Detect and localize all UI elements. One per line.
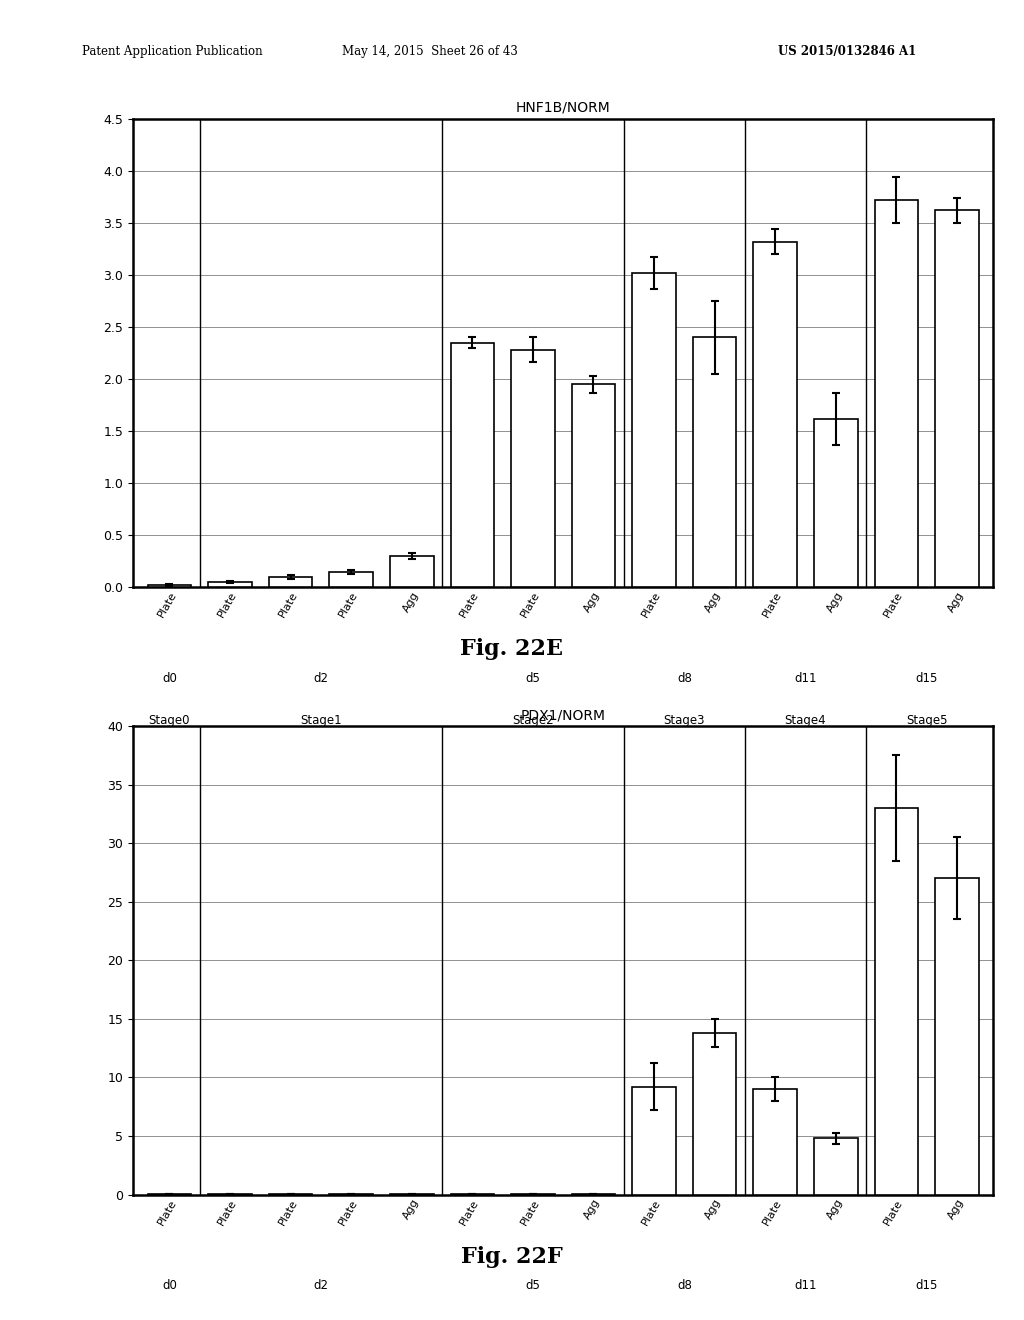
Bar [390,556,433,587]
Bar [269,577,312,587]
Bar [632,273,676,587]
Bar [632,1086,676,1195]
Bar [814,1138,857,1195]
Title: PDX1/NORM: PDX1/NORM [520,708,606,722]
Text: US 2015/0132846 A1: US 2015/0132846 A1 [778,45,916,58]
Text: Patent Application Publication: Patent Application Publication [82,45,262,58]
Bar [451,343,495,587]
Text: Stage5: Stage5 [906,714,947,727]
Text: Fig. 22F: Fig. 22F [461,1246,563,1267]
Text: d0: d0 [162,1279,177,1292]
Bar [874,201,919,587]
Bar [693,338,736,587]
Text: Stage1: Stage1 [300,714,342,727]
Text: Stage4: Stage4 [784,714,826,727]
Bar [754,1089,797,1195]
Bar [935,878,979,1195]
Bar [874,808,919,1195]
Text: Fig. 22E: Fig. 22E [461,639,563,660]
Bar [571,384,615,587]
Text: d15: d15 [915,1279,938,1292]
Bar [511,350,555,587]
Text: d2: d2 [313,672,329,685]
Bar [814,418,857,587]
Text: d11: d11 [795,672,817,685]
Bar [693,1034,736,1195]
Text: Stage0: Stage0 [148,714,190,727]
Text: d5: d5 [525,1279,541,1292]
Text: d8: d8 [677,1279,692,1292]
Text: Stage3: Stage3 [664,714,706,727]
Title: HNF1B/NORM: HNF1B/NORM [516,100,610,115]
Bar [330,572,373,587]
Text: d11: d11 [795,1279,817,1292]
Bar [147,585,191,587]
Text: d2: d2 [313,1279,329,1292]
Text: May 14, 2015  Sheet 26 of 43: May 14, 2015 Sheet 26 of 43 [342,45,518,58]
Text: Stage2: Stage2 [512,714,554,727]
Bar [754,242,797,587]
Text: d15: d15 [915,672,938,685]
Text: d5: d5 [525,672,541,685]
Bar [935,210,979,587]
Text: d0: d0 [162,672,177,685]
Bar [208,582,252,587]
Text: d8: d8 [677,672,692,685]
